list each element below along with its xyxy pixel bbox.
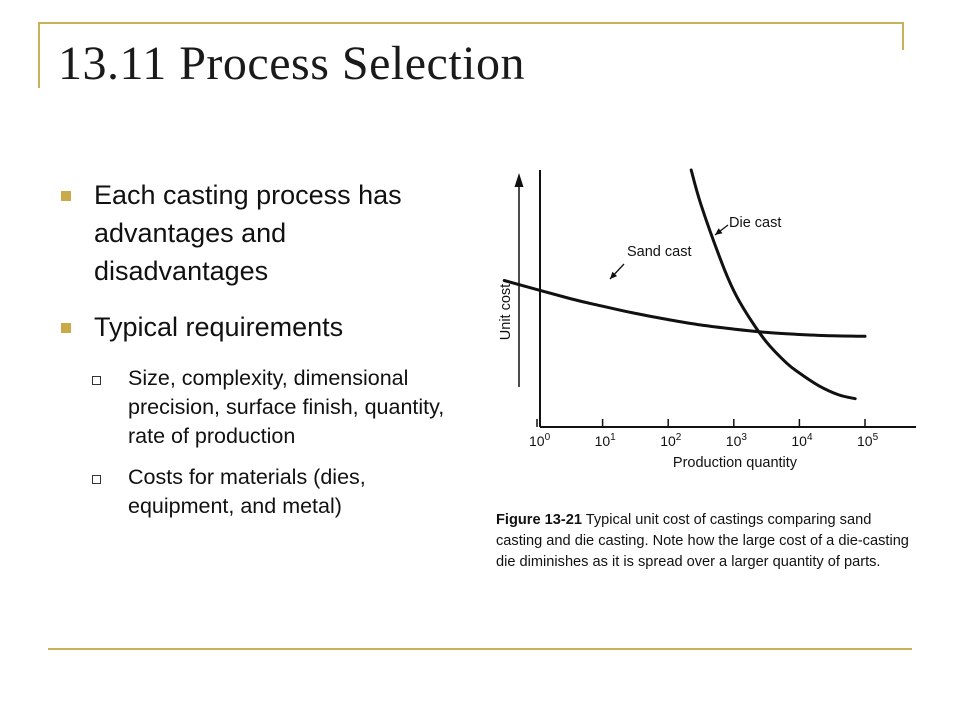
sub-bullet-item: Costs for materials (dies, equipment, an…: [58, 463, 458, 521]
square-bullet-icon: [92, 475, 101, 484]
y-direction-arrow-head: [514, 173, 524, 187]
bullet-text: Each casting process has advantages and …: [94, 180, 402, 286]
figure-label: Figure 13-21: [496, 512, 582, 528]
x-tick-label: 100: [529, 432, 551, 449]
x-tick-label: 102: [660, 432, 682, 449]
sub-bullet-item: Size, complexity, dimensional precision,…: [58, 364, 458, 451]
bullet-text: Typical requirements: [94, 312, 344, 342]
sand-cast-label: Sand cast: [627, 244, 692, 260]
figure-caption-text: Typical unit cost of castings comparing …: [496, 512, 909, 570]
y-axis-label: Unit cost: [498, 284, 514, 340]
sand-cast-curve: [502, 279, 867, 338]
die-cast-label-arrowhead: [715, 228, 723, 235]
figure-caption: Figure 13-21 Typical unit cost of castin…: [496, 510, 916, 573]
die-cast-curve: [689, 168, 857, 401]
frame-right-line: [902, 22, 904, 50]
sub-bullet-text: Size, complexity, dimensional precision,…: [128, 366, 445, 448]
x-tick-label: 101: [595, 432, 617, 449]
x-tick-label: 105: [857, 432, 879, 449]
bullet-item: Typical requirements: [58, 308, 458, 346]
x-axis-label: Production quantity: [673, 455, 798, 471]
x-tick-label: 104: [791, 432, 813, 449]
sub-bullet-text: Costs for materials (dies, equipment, an…: [128, 465, 366, 518]
frame-top-line: [38, 22, 904, 24]
frame-bottom-line: [48, 648, 912, 650]
sand-cast-label-arrowhead: [610, 271, 618, 279]
bullet-item: Each casting process has advantages and …: [58, 176, 458, 290]
slide-title: 13.11 Process Selection: [58, 37, 525, 90]
square-bullet-icon: [92, 376, 101, 385]
x-tick-label: 103: [726, 432, 748, 449]
die-cast-label: Die cast: [729, 215, 781, 231]
bullet-list: Each casting process has advantages and …: [58, 176, 458, 533]
frame-left-line: [38, 22, 40, 88]
